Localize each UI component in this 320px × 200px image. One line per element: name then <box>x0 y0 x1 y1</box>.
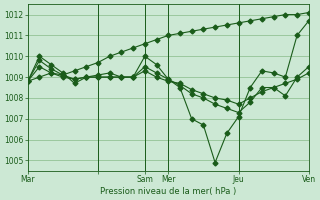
X-axis label: Pression niveau de la mer( hPa ): Pression niveau de la mer( hPa ) <box>100 187 236 196</box>
